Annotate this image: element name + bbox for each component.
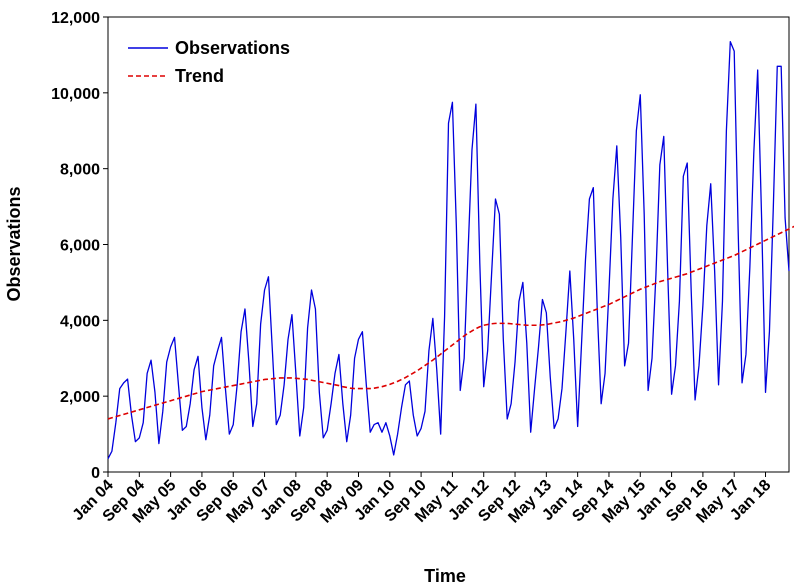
series-line-observations <box>107 41 790 460</box>
y-tick-label: 4,000 <box>60 313 100 330</box>
y-tick-label: 10,000 <box>51 86 100 103</box>
plot-frame <box>107 16 790 473</box>
y-tick-label: 0 <box>91 465 100 482</box>
y-tick-label: 8,000 <box>60 162 100 179</box>
y-axis: 0 2,000 4,000 6,000 8,000 10,000 12,000 <box>51 10 108 482</box>
legend-trend-label: Trend <box>175 66 224 86</box>
y-axis-title: Observations <box>4 186 24 301</box>
series-line-trend <box>107 225 794 420</box>
y-tick-label: 6,000 <box>60 238 100 255</box>
legend-observations-label: Observations <box>175 38 290 58</box>
legend: Observations Trend <box>128 38 290 86</box>
y-tick-label: 2,000 <box>60 389 100 406</box>
series-layer <box>107 41 794 460</box>
x-axis-title: Time <box>424 566 466 586</box>
y-tick-label: 12,000 <box>51 10 100 27</box>
